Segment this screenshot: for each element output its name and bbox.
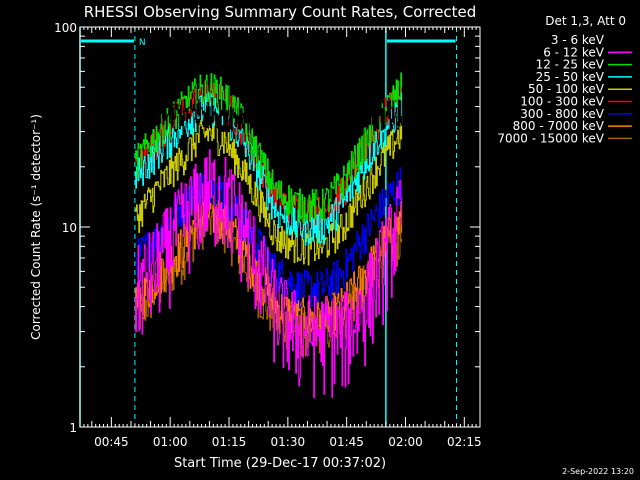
x-tick-label: 01:45 — [329, 435, 364, 449]
legend-label: 7000 - 15000 keV — [497, 131, 604, 145]
series-line-50-100-kev — [134, 116, 403, 266]
x-tick-label: 01:30 — [271, 435, 306, 449]
legend-label: 100 - 300 keV — [520, 95, 604, 109]
legend-header: Det 1,3, Att 0 — [545, 14, 626, 28]
legend-label: 12 - 25 keV — [536, 58, 605, 72]
chart-title: RHESSI Observing Summary Count Rates, Co… — [84, 3, 477, 21]
series-line-6-12-kev — [134, 149, 403, 399]
y-tick-label: 1 — [69, 421, 77, 435]
x-tick-label: 00:45 — [94, 435, 129, 449]
legend-label: 3 - 6 keV — [551, 33, 605, 47]
x-tick-label: 02:00 — [388, 435, 423, 449]
x-axis-label: Start Time (29-Dec-17 00:37:02) — [174, 456, 386, 471]
timestamp: 2-Sep-2022 13:20 — [562, 467, 634, 476]
series-lines — [134, 72, 403, 399]
x-tick-label: 01:00 — [153, 435, 188, 449]
series-line-3-6-kev — [134, 97, 403, 138]
x-tick-label: 01:15 — [212, 435, 247, 449]
legend-label: 6 - 12 keV — [543, 45, 605, 59]
x-tick-label: 02:15 — [447, 435, 482, 449]
legend-label: 25 - 50 keV — [536, 70, 605, 84]
y-axis-label: Corrected Count Rate (s⁻¹ detector⁻¹) — [29, 114, 43, 340]
saa-label: N — [139, 38, 146, 48]
legend-label: 300 - 800 keV — [520, 107, 604, 121]
y-tick-label: 100 — [54, 21, 77, 35]
axes: 1 10 100 00:45 01:00 01:15 01:30 01:45 02:00 02:1… — [54, 21, 482, 449]
legend-label: 800 - 7000 keV — [513, 119, 605, 133]
y-tick-label: 10 — [62, 221, 77, 235]
legend-label: 50 - 100 keV — [528, 82, 605, 96]
